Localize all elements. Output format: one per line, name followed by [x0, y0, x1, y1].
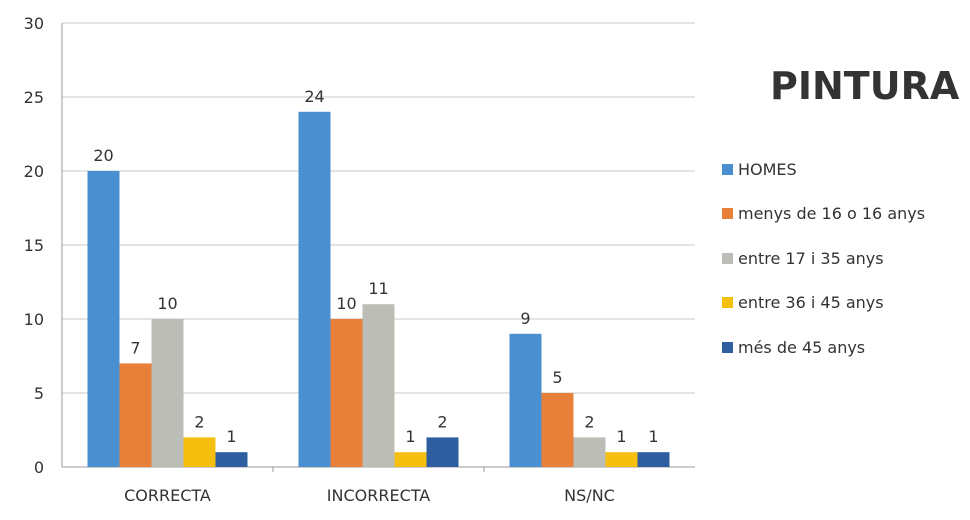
data-label: 1	[405, 427, 415, 446]
legend-swatch	[722, 297, 733, 309]
data-label: 2	[194, 412, 204, 431]
data-label: 20	[93, 146, 113, 165]
bar-2-3	[541, 393, 574, 467]
data-label: 2	[437, 412, 447, 431]
y-tick-label: 25	[24, 88, 44, 107]
chart-legend: HOMES menys de 16 o 16 anys entre 17 i 35 …	[722, 158, 967, 381]
chart-title: PINTURA	[770, 64, 960, 108]
bar-5-1	[215, 452, 248, 467]
bar-3-3	[573, 437, 606, 467]
bar-3-1	[151, 319, 184, 467]
bar-3-2	[362, 304, 395, 467]
legend-item: entre 17 i 35 anys	[722, 247, 967, 269]
data-label: 1	[226, 427, 236, 446]
data-label: 1	[648, 427, 658, 446]
legend-item: entre 36 i 45 anys	[722, 292, 967, 314]
legend-label: entre 17 i 35 anys	[738, 248, 884, 268]
legend-label: HOMES	[738, 159, 797, 179]
legend-item: menys de 16 o 16 anys	[722, 203, 967, 225]
data-label: 2	[584, 412, 594, 431]
data-label: 11	[368, 279, 388, 298]
legend-swatch	[722, 208, 733, 220]
x-category-label: CORRECTA	[124, 486, 211, 505]
bar-5-2	[426, 437, 459, 467]
data-label: 24	[304, 87, 324, 106]
x-category-label: INCORRECTA	[327, 486, 431, 505]
y-tick-label: 0	[34, 458, 44, 477]
bar-4-2	[394, 452, 427, 467]
y-tick-label: 20	[24, 162, 44, 181]
bar-1-1	[87, 171, 120, 467]
x-category-label: NS/NC	[564, 486, 615, 505]
data-label: 10	[336, 294, 356, 313]
bar-1-3	[509, 333, 542, 467]
bar-2-1	[119, 363, 152, 467]
y-tick-label: 30	[24, 14, 44, 33]
bar-1-2	[298, 111, 331, 468]
y-tick-label: 10	[24, 310, 44, 329]
y-tick-label: 15	[24, 236, 44, 255]
legend-swatch	[722, 163, 733, 175]
data-label: 1	[616, 427, 626, 446]
bar-5-3	[637, 452, 670, 467]
data-label: 10	[157, 294, 177, 313]
legend-swatch	[722, 252, 733, 264]
legend-label: menys de 16 o 16 anys	[738, 204, 926, 224]
legend-item: HOMES	[722, 158, 967, 180]
y-tick-label: 5	[34, 384, 44, 403]
bar-4-1	[183, 437, 216, 467]
bar-4-3	[605, 452, 638, 467]
legend-label: entre 36 i 45 anys	[738, 293, 884, 313]
legend-item: més de 45 anys	[722, 336, 967, 358]
bar-2-2	[330, 319, 363, 467]
legend-label: més de 45 anys	[738, 337, 866, 357]
data-label: 5	[552, 368, 562, 387]
data-label: 9	[520, 309, 530, 328]
legend-swatch	[722, 341, 733, 353]
data-label: 7	[130, 338, 140, 357]
